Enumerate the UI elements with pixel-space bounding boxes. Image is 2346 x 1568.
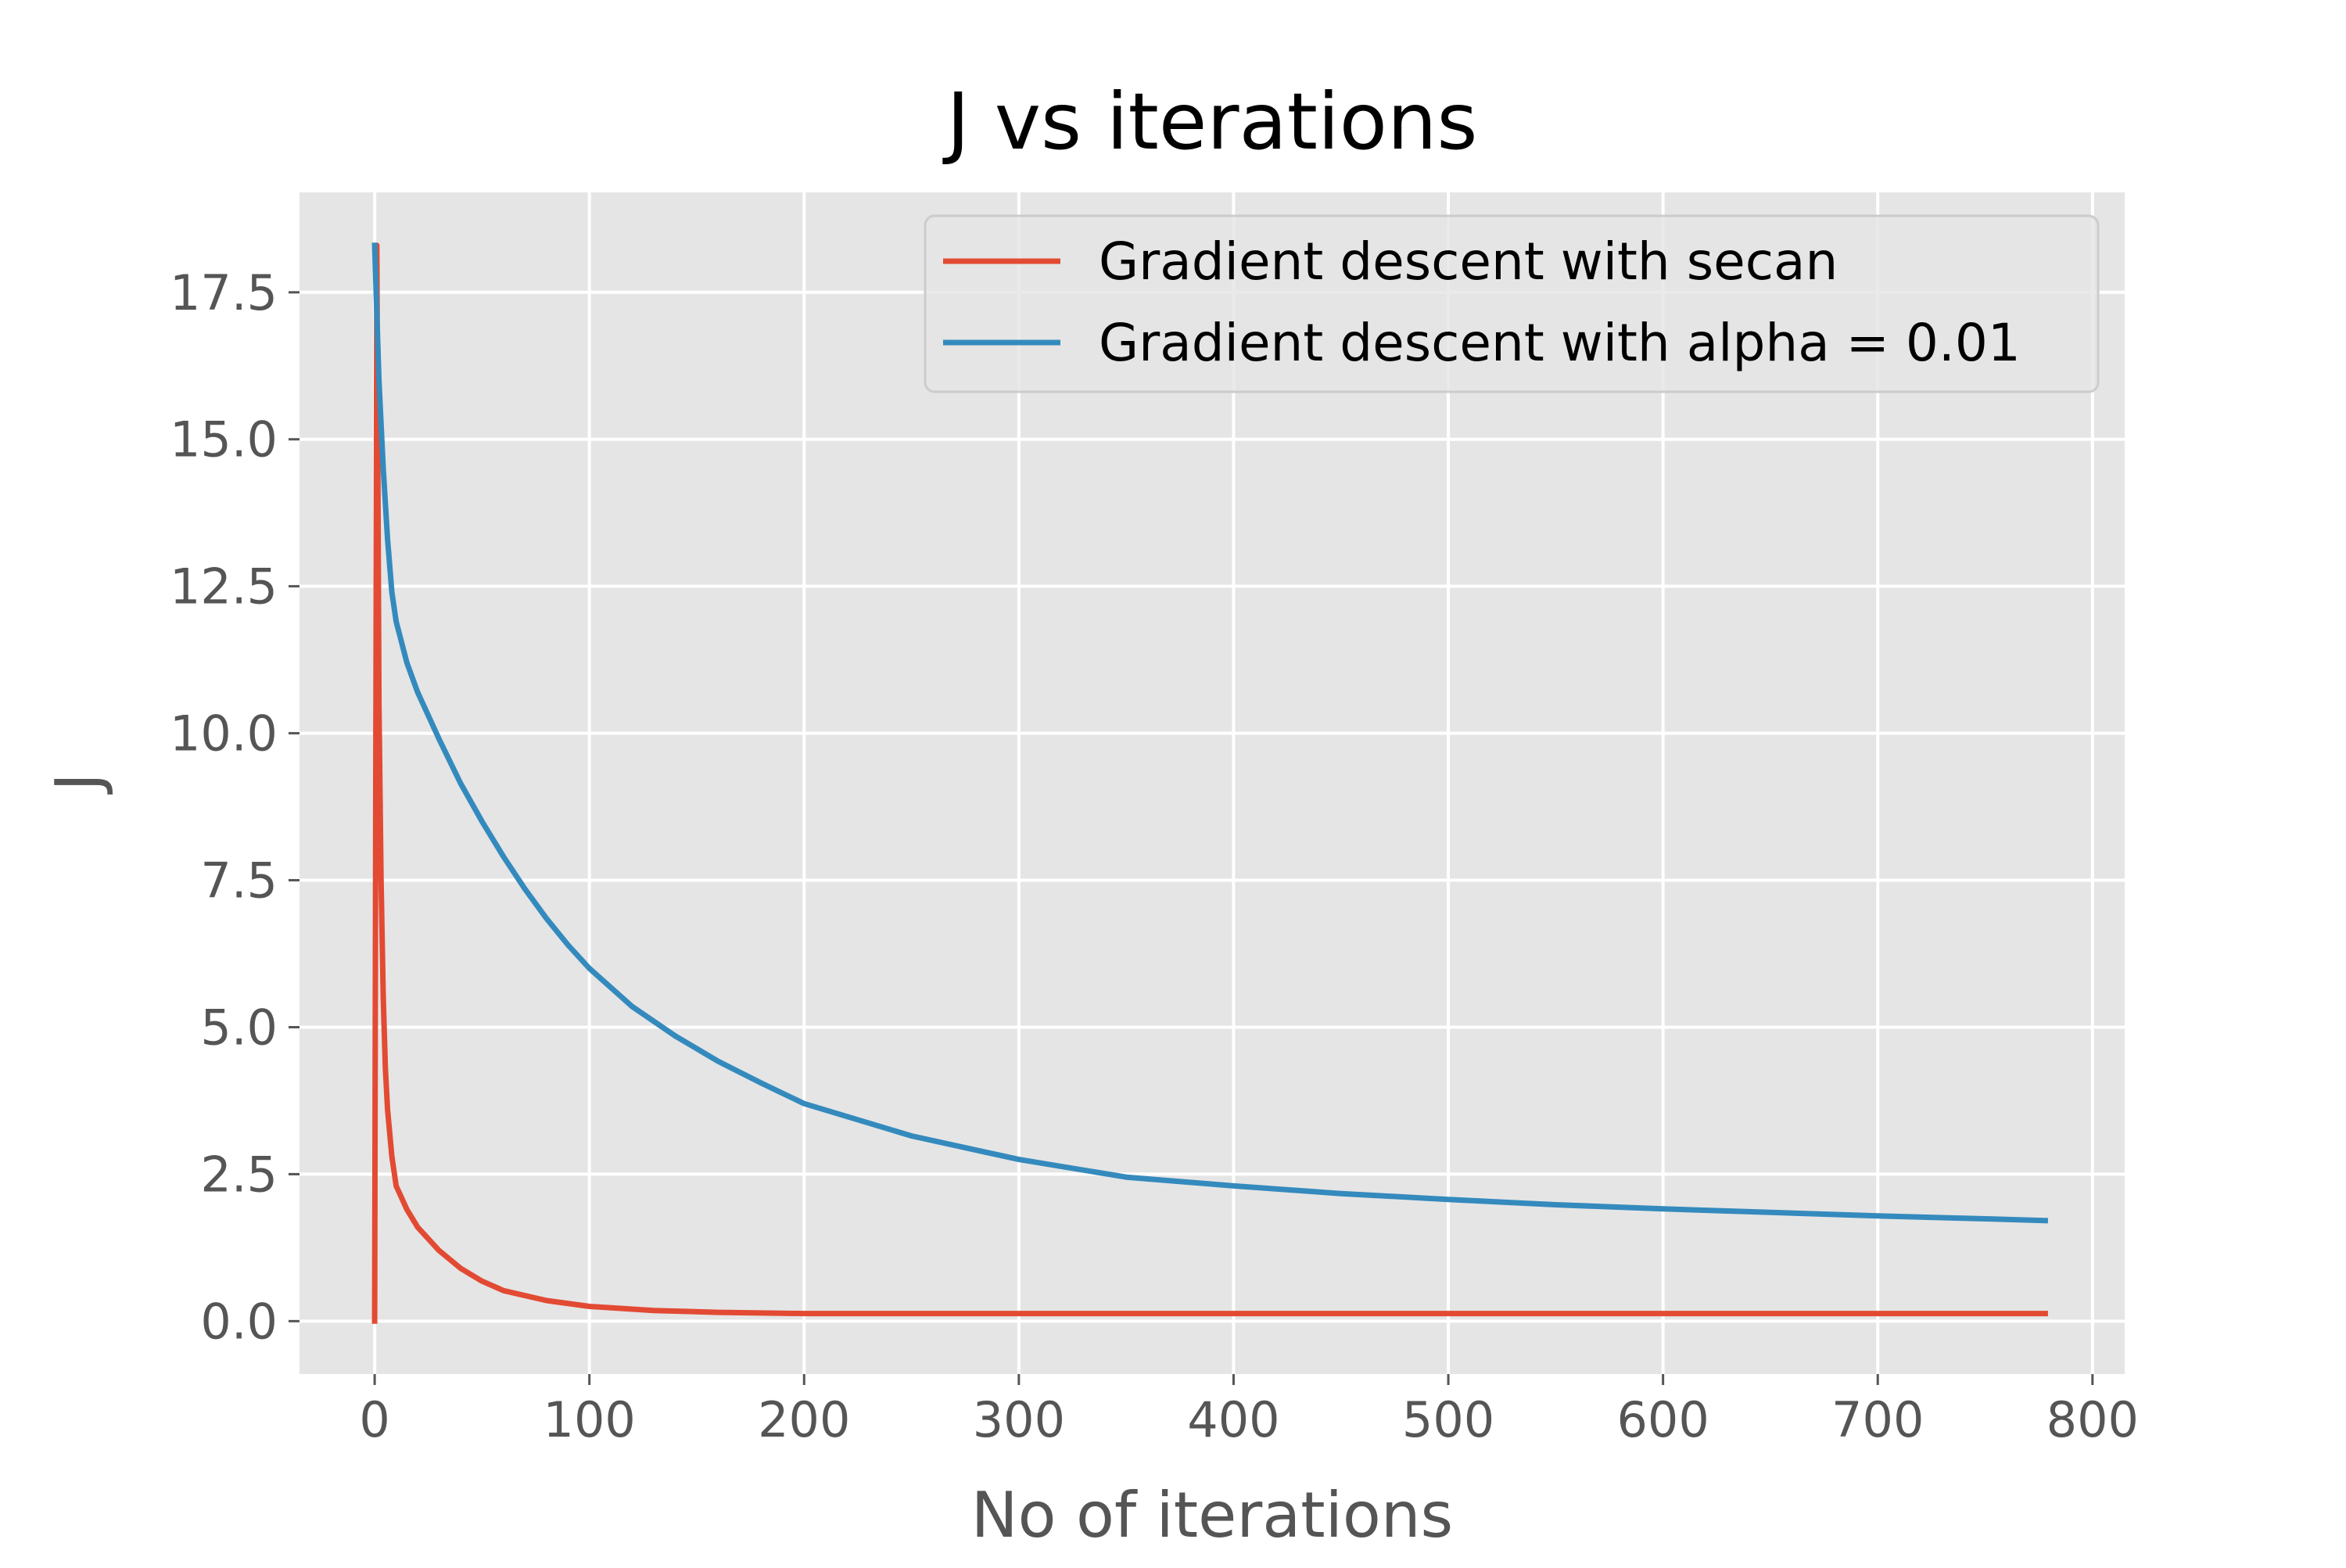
x-tick-label: 500 [1402, 1391, 1494, 1448]
series-line-1 [371, 242, 2049, 1224]
legend: Gradient descent with secan Gradient des… [924, 214, 2100, 393]
x-tick-label: 0 [359, 1391, 389, 1448]
y-tick-label: 17.5 [170, 264, 278, 321]
legend-box [924, 214, 2100, 393]
x-axis-label: No of iterations [971, 1479, 1453, 1552]
y-tick-label: 5.0 [200, 999, 278, 1056]
chart-title: J vs iterations [942, 76, 1478, 167]
x-tick-label: 600 [1616, 1391, 1709, 1448]
series-lines [371, 242, 2049, 1324]
x-tick-label: 400 [1187, 1391, 1279, 1448]
ticks: 0 100 200 300 400 500 600 700 800 0.0 2.5 5.0 7.5 10.… [170, 264, 2139, 1448]
y-tick-label: 2.5 [200, 1146, 278, 1203]
y-tick-label: 0.0 [200, 1293, 278, 1350]
x-tick-label: 200 [758, 1391, 850, 1448]
x-tick-label: 100 [543, 1391, 636, 1448]
legend-label-alpha: Gradient descent with alpha = 0.01 [1099, 313, 2021, 373]
y-axis-label: J [42, 773, 115, 795]
x-tick-label: 800 [2046, 1391, 2139, 1448]
y-tick-label: 10.0 [170, 705, 278, 762]
series-line-0 [371, 242, 2048, 1324]
y-tick-label: 12.5 [170, 558, 278, 615]
x-tick-label: 300 [973, 1391, 1065, 1448]
x-tick-label: 700 [1831, 1391, 1924, 1448]
legend-label-secan: Gradient descent with secan [1099, 231, 1838, 292]
y-tick-label: 15.0 [170, 411, 278, 468]
y-tick-label: 7.5 [200, 852, 278, 910]
